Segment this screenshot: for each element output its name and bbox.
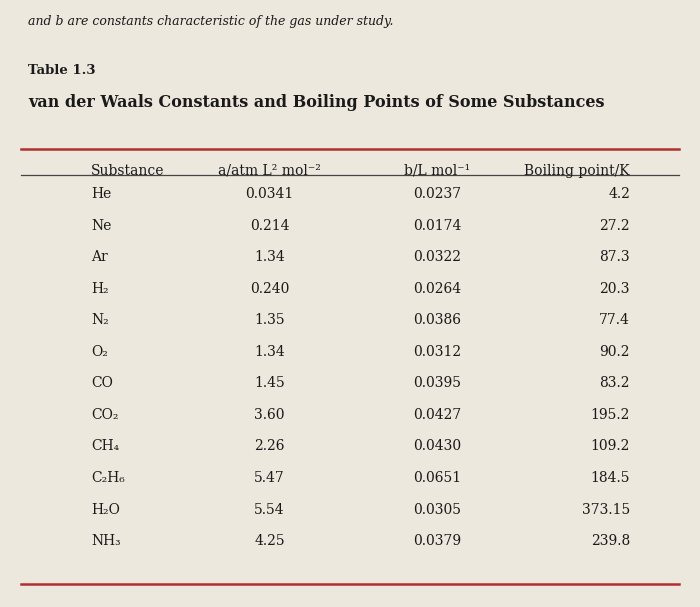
Text: 1.35: 1.35 xyxy=(254,313,285,327)
Text: 77.4: 77.4 xyxy=(599,313,630,327)
Text: 27.2: 27.2 xyxy=(599,219,630,232)
Text: 5.54: 5.54 xyxy=(254,503,285,517)
Text: Ar: Ar xyxy=(91,250,108,264)
Text: 0.0322: 0.0322 xyxy=(414,250,461,264)
Text: 0.0386: 0.0386 xyxy=(414,313,461,327)
Text: 0.0264: 0.0264 xyxy=(414,282,461,296)
Text: C₂H₆: C₂H₆ xyxy=(91,471,125,485)
Text: 0.0237: 0.0237 xyxy=(414,187,461,201)
Text: 0.0427: 0.0427 xyxy=(414,408,461,422)
Text: 1.34: 1.34 xyxy=(254,345,285,359)
Text: 0.0395: 0.0395 xyxy=(414,376,461,390)
Text: 90.2: 90.2 xyxy=(599,345,630,359)
Text: He: He xyxy=(91,187,111,201)
Text: 0.240: 0.240 xyxy=(250,282,289,296)
Text: 1.34: 1.34 xyxy=(254,250,285,264)
Text: 0.0312: 0.0312 xyxy=(414,345,461,359)
Text: 0.0651: 0.0651 xyxy=(414,471,461,485)
Text: b/L mol⁻¹: b/L mol⁻¹ xyxy=(405,164,470,178)
Text: van der Waals Constants and Boiling Points of Some Substances: van der Waals Constants and Boiling Poin… xyxy=(28,94,605,111)
Text: 1.45: 1.45 xyxy=(254,376,285,390)
Text: 195.2: 195.2 xyxy=(591,408,630,422)
Text: 0.0174: 0.0174 xyxy=(413,219,462,232)
Text: 0.0379: 0.0379 xyxy=(414,534,461,548)
Text: 2.26: 2.26 xyxy=(254,439,285,453)
Text: Boiling point/K: Boiling point/K xyxy=(524,164,630,178)
Text: 109.2: 109.2 xyxy=(591,439,630,453)
Text: 0.0305: 0.0305 xyxy=(414,503,461,517)
Text: 373.15: 373.15 xyxy=(582,503,630,517)
Text: 87.3: 87.3 xyxy=(599,250,630,264)
Text: 20.3: 20.3 xyxy=(599,282,630,296)
Text: CO: CO xyxy=(91,376,113,390)
Text: 83.2: 83.2 xyxy=(599,376,630,390)
Text: 0.0341: 0.0341 xyxy=(246,187,293,201)
Text: 239.8: 239.8 xyxy=(591,534,630,548)
Text: and b are constants characteristic of the gas under study.: and b are constants characteristic of th… xyxy=(28,15,393,28)
Text: 0.214: 0.214 xyxy=(250,219,289,232)
Text: O₂: O₂ xyxy=(91,345,108,359)
Text: Table 1.3: Table 1.3 xyxy=(28,64,95,76)
Text: 4.25: 4.25 xyxy=(254,534,285,548)
Text: a/atm L² mol⁻²: a/atm L² mol⁻² xyxy=(218,164,321,178)
Text: Substance: Substance xyxy=(91,164,164,178)
Text: 4.2: 4.2 xyxy=(608,187,630,201)
Text: 5.47: 5.47 xyxy=(254,471,285,485)
Text: CO₂: CO₂ xyxy=(91,408,118,422)
Text: Ne: Ne xyxy=(91,219,111,232)
Text: 184.5: 184.5 xyxy=(591,471,630,485)
Text: N₂: N₂ xyxy=(91,313,108,327)
Text: 3.60: 3.60 xyxy=(254,408,285,422)
Text: CH₄: CH₄ xyxy=(91,439,119,453)
Text: H₂O: H₂O xyxy=(91,503,120,517)
Text: 0.0430: 0.0430 xyxy=(414,439,461,453)
Text: H₂: H₂ xyxy=(91,282,108,296)
Text: NH₃: NH₃ xyxy=(91,534,120,548)
